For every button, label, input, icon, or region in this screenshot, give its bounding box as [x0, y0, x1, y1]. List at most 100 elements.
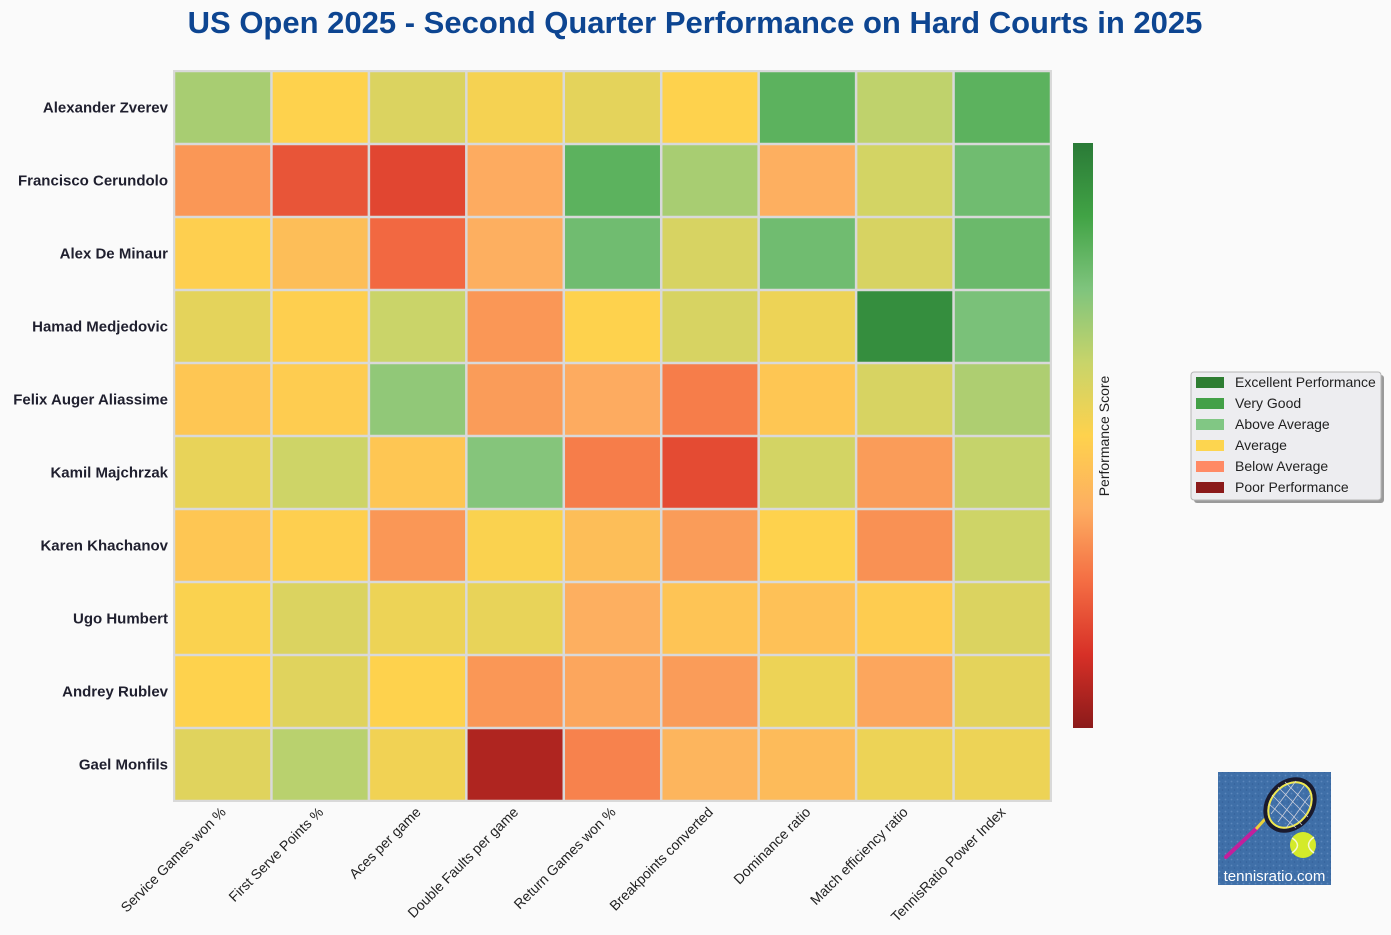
heatmap-cell	[467, 656, 563, 727]
heatmap-cell	[175, 364, 271, 435]
heatmap-cell	[272, 583, 368, 654]
heatmap-cell	[565, 583, 660, 654]
heatmap-cell	[857, 729, 953, 800]
column-label: Match efficiency ratio	[807, 804, 911, 908]
heatmap-cell	[565, 510, 660, 581]
heatmap-cell	[467, 437, 563, 508]
column-label: Return Games won %	[510, 804, 618, 912]
colorbar-label: Performance Score	[1096, 375, 1112, 496]
heatmap-cell	[759, 291, 855, 362]
legend-label: Excellent Performance	[1235, 374, 1376, 390]
heatmap-cell	[370, 510, 466, 581]
heatmap-cell	[272, 437, 368, 508]
heatmap-cell	[954, 729, 1050, 800]
heatmap-cell	[565, 364, 660, 435]
heatmap-cell	[662, 364, 758, 435]
heatmap-cell	[272, 72, 368, 143]
heatmap-cell	[370, 729, 466, 800]
heatmap-cell	[662, 583, 758, 654]
legend-swatch	[1196, 482, 1224, 493]
legend-label: Above Average	[1235, 416, 1330, 432]
legend-box	[1190, 371, 1382, 501]
column-label: First Serve Points %	[225, 804, 326, 905]
heatmap-cell	[175, 437, 271, 508]
column-label: Aces per game	[346, 804, 424, 882]
heatmap-cell	[857, 291, 953, 362]
heatmap-cell	[175, 729, 271, 800]
heatmap-cell	[370, 364, 466, 435]
heatmap-cell	[759, 218, 855, 289]
row-label: Felix Auger Aliassime	[13, 392, 168, 409]
legend-label: Average	[1235, 437, 1287, 453]
heatmap-cell	[759, 437, 855, 508]
legend-swatch	[1196, 461, 1224, 472]
heatmap-cell	[857, 364, 953, 435]
heatmap-cell	[759, 583, 855, 654]
heatmap-cell	[272, 291, 368, 362]
legend-swatch	[1196, 440, 1224, 451]
heatmap-cell	[565, 437, 660, 508]
heatmap-cell	[954, 218, 1050, 289]
heatmap-cell	[370, 72, 466, 143]
heatmap-cell	[662, 437, 758, 508]
heatmap-cell	[662, 510, 758, 581]
heatmap-cell	[175, 291, 271, 362]
legend-swatch	[1196, 419, 1224, 430]
colorbar: Performance Score	[1073, 143, 1112, 728]
column-label: Double Faults per game	[404, 804, 521, 921]
heatmap-cell	[954, 364, 1050, 435]
heatmap-cell	[370, 583, 466, 654]
heatmap-cell	[467, 218, 563, 289]
column-label: Service Games won %	[117, 804, 228, 915]
heatmap-cell	[565, 218, 660, 289]
heatmap-cell	[759, 656, 855, 727]
heatmap-cell	[272, 729, 368, 800]
heatmap-cell	[272, 364, 368, 435]
heatmap-cell	[857, 437, 953, 508]
heatmap-cell	[467, 729, 563, 800]
heatmap-cell	[759, 729, 855, 800]
row-label: Karen Khachanov	[40, 538, 168, 555]
legend-label: Poor Performance	[1235, 479, 1349, 495]
heatmap-cell	[857, 510, 953, 581]
heatmap-cell	[467, 510, 563, 581]
row-label: Ugo Humbert	[73, 611, 168, 628]
heatmap-cell	[370, 218, 466, 289]
row-label: Gael Monfils	[79, 757, 168, 774]
heatmap-cell	[175, 145, 271, 216]
heatmap-cell	[662, 145, 758, 216]
heatmap-cell	[662, 72, 758, 143]
heatmap-cell	[954, 656, 1050, 727]
row-label: Kamil Majchrzak	[50, 465, 168, 482]
legend-swatch	[1196, 398, 1224, 409]
heatmap-cell	[272, 656, 368, 727]
heatmap-cell	[857, 72, 953, 143]
legend: Excellent Performance Very Good Above Aver…	[1190, 371, 1384, 503]
heatmap-cell	[954, 583, 1050, 654]
heatmap-cell	[759, 510, 855, 581]
logo-text: tennisratio.com	[1224, 868, 1326, 885]
legend-swatch	[1196, 377, 1224, 388]
heatmap-cell	[370, 437, 466, 508]
heatmap-cell	[175, 510, 271, 581]
heatmap-cell	[954, 145, 1050, 216]
heatmap-cell	[467, 145, 563, 216]
heatmap-cell	[857, 583, 953, 654]
heatmap-cell	[662, 729, 758, 800]
heatmap-cell	[175, 656, 271, 727]
racket-icon	[1224, 777, 1317, 859]
tennisratio-logo: tennisratio.com	[1218, 772, 1331, 885]
legend-label: Very Good	[1235, 395, 1301, 411]
row-label: Alexander Zverev	[43, 100, 169, 117]
tennis-ball-icon	[1290, 832, 1316, 858]
column-label: Dominance ratio	[730, 804, 814, 888]
heatmap-cell	[565, 145, 660, 216]
row-labels: Alexander Zverev Francisco Cerundolo Alex …	[13, 100, 168, 774]
heatmap-cell	[759, 72, 855, 143]
heatmap-cell	[272, 145, 368, 216]
heatmap-cell	[175, 218, 271, 289]
heatmap-cell	[370, 656, 466, 727]
column-label: TennisRatio Power Index	[888, 804, 1009, 925]
heatmap-cells	[173, 70, 1052, 802]
